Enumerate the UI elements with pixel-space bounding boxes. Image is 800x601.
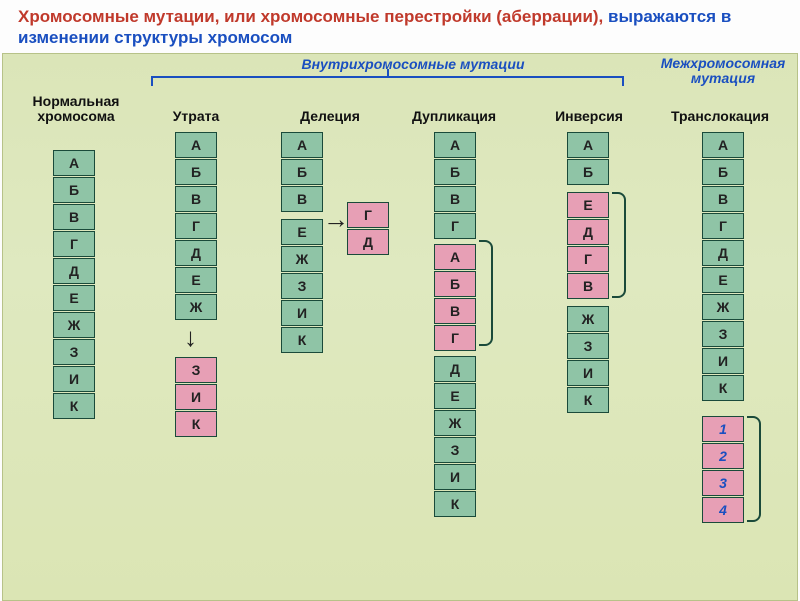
label-normal: Нормальная хромосома <box>21 94 131 125</box>
chromosome-segment: В <box>434 186 476 212</box>
arrow-right-deletion: → <box>323 204 349 235</box>
chromosome-segment: К <box>434 491 476 517</box>
chromosome-segment: Б <box>53 177 95 203</box>
chromosome-segment: Д <box>567 219 609 245</box>
chromosome-segment: К <box>53 393 95 419</box>
brace-inversion <box>612 192 626 298</box>
chromosome-segment: 1 <box>702 416 744 442</box>
chromosome-segment: Б <box>434 271 476 297</box>
col-translocation: АБВГДЕЖЗИК 1234 <box>702 132 744 524</box>
chromosome-segment: В <box>702 186 744 212</box>
chromosome-segment: Е <box>53 285 95 311</box>
chromosome-segment: Г <box>702 213 744 239</box>
diagram-area: Внутрихромосомные мутации Межхромосомная… <box>2 53 798 601</box>
chromosome-segment: К <box>281 327 323 353</box>
label-duplication: Дупликация <box>399 108 509 124</box>
chromosome-segment: В <box>434 298 476 324</box>
chromosome-segment: Е <box>281 219 323 245</box>
chromosome-segment: В <box>567 273 609 299</box>
chromosome-segment: И <box>702 348 744 374</box>
chromosome-segment: З <box>434 437 476 463</box>
arrow-down-loss: ↓ <box>184 322 197 353</box>
main-title: Хромосомные мутации, или хромосомные пер… <box>0 0 800 51</box>
label-translocation: Транслокация <box>655 108 785 124</box>
chromosome-segment: Г <box>567 246 609 272</box>
title-red: Хромосомные мутации, или хромосомные пер… <box>18 7 603 26</box>
superheader-inter: Межхромосомная мутация <box>655 56 791 87</box>
chromosome-segment: Д <box>702 240 744 266</box>
superheader-intra: Внутрихромосомные мутации <box>213 56 613 72</box>
chromosome-segment: Б <box>434 159 476 185</box>
chromosome-segment: Б <box>281 159 323 185</box>
brace-translocation <box>747 416 761 522</box>
chromosome-segment: И <box>175 384 217 410</box>
chromosome-segment: К <box>175 411 217 437</box>
label-inversion: Инверсия <box>539 108 639 124</box>
chromosome-segment: А <box>434 244 476 270</box>
chromosome-segment: А <box>702 132 744 158</box>
chromosome-segment: Д <box>347 229 389 255</box>
chromosome-segment: Ж <box>702 294 744 320</box>
chromosome-segment: З <box>53 339 95 365</box>
chromosome-segment: Д <box>175 240 217 266</box>
chromosome-segment: В <box>281 186 323 212</box>
chromosome-segment: Е <box>567 192 609 218</box>
chromosome-segment: Ж <box>281 246 323 272</box>
col-normal: АБВГДЕЖЗИК <box>53 150 95 420</box>
col-duplication: АБВГАБВГДЕЖЗИК <box>434 132 476 518</box>
chromosome-segment: Д <box>434 356 476 382</box>
chromosome-segment: А <box>434 132 476 158</box>
chromosome-segment: 2 <box>702 443 744 469</box>
chromosome-segment: В <box>175 186 217 212</box>
chromosome-segment: З <box>281 273 323 299</box>
chromosome-segment: Б <box>567 159 609 185</box>
bracket-center-tick <box>387 69 389 76</box>
chromosome-segment: А <box>53 150 95 176</box>
label-deletion: Делеция <box>285 108 375 124</box>
chromosome-segment: Г <box>347 202 389 228</box>
chromosome-segment: З <box>702 321 744 347</box>
chromosome-segment: Е <box>175 267 217 293</box>
chromosome-segment: А <box>175 132 217 158</box>
chromosome-segment: А <box>281 132 323 158</box>
chromosome-segment: К <box>567 387 609 413</box>
chromosome-segment: Д <box>53 258 95 284</box>
chromosome-segment: Г <box>175 213 217 239</box>
chromosome-segment: И <box>53 366 95 392</box>
chromosome-segment: Е <box>702 267 744 293</box>
chromosome-segment: Б <box>702 159 744 185</box>
chromosome-segment: И <box>434 464 476 490</box>
chromosome-segment: И <box>567 360 609 386</box>
label-loss: Утрата <box>156 108 236 124</box>
brace-duplication <box>479 240 493 346</box>
chromosome-segment: Е <box>434 383 476 409</box>
chromosome-segment: К <box>702 375 744 401</box>
chromosome-segment: В <box>53 204 95 230</box>
chromosome-segment: Ж <box>53 312 95 338</box>
chromosome-segment: Б <box>175 159 217 185</box>
col-deletion-frag: ГД <box>347 202 389 256</box>
chromosome-segment: Ж <box>567 306 609 332</box>
chromosome-segment: Ж <box>434 410 476 436</box>
chromosome-segment: З <box>567 333 609 359</box>
chromosome-segment: 4 <box>702 497 744 523</box>
chromosome-segment: Г <box>53 231 95 257</box>
chromosome-segment: Г <box>434 325 476 351</box>
col-loss: АБВГДЕЖ ЗИК <box>175 132 217 438</box>
col-deletion-main: АБВЕЖЗИК <box>281 132 323 354</box>
col-inversion: АБЕДГВЖЗИК <box>567 132 609 414</box>
chromosome-segment: 3 <box>702 470 744 496</box>
chromosome-segment: Г <box>434 213 476 239</box>
chromosome-segment: З <box>175 357 217 383</box>
chromosome-segment: И <box>281 300 323 326</box>
chromosome-segment: Ж <box>175 294 217 320</box>
intra-bracket <box>151 76 624 84</box>
chromosome-segment: А <box>567 132 609 158</box>
